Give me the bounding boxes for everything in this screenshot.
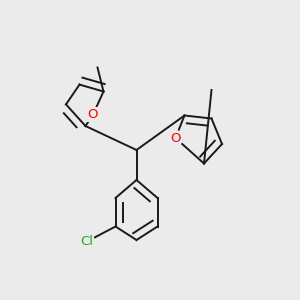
Text: O: O (170, 131, 181, 145)
Text: Cl: Cl (80, 235, 94, 248)
Text: O: O (88, 108, 98, 121)
